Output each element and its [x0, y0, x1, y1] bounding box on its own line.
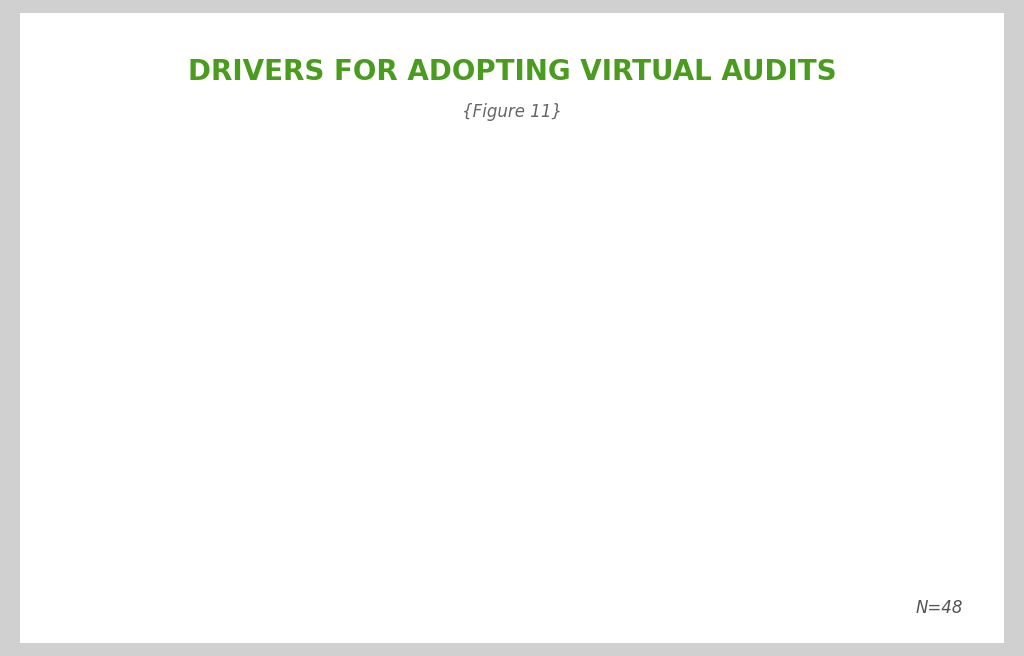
Bar	[841, 375, 936, 512]
Bar	[323, 245, 418, 512]
Text: DRIVERS FOR ADOPTING VIRTUAL AUDITS: DRIVERS FOR ADOPTING VIRTUAL AUDITS	[187, 58, 837, 86]
Text: 2.8: 2.8	[523, 358, 562, 379]
Bar	[668, 361, 763, 512]
Text: 3.9: 3.9	[350, 302, 389, 322]
Bar	[496, 321, 590, 512]
Text: N=48: N=48	[915, 599, 963, 617]
Text: 4.1: 4.1	[178, 292, 217, 312]
Text: {Figure 11}: {Figure 11}	[462, 102, 562, 121]
Bar	[150, 232, 245, 512]
Text: 2.0: 2.0	[868, 400, 907, 419]
Text: 2.2: 2.2	[696, 389, 735, 409]
